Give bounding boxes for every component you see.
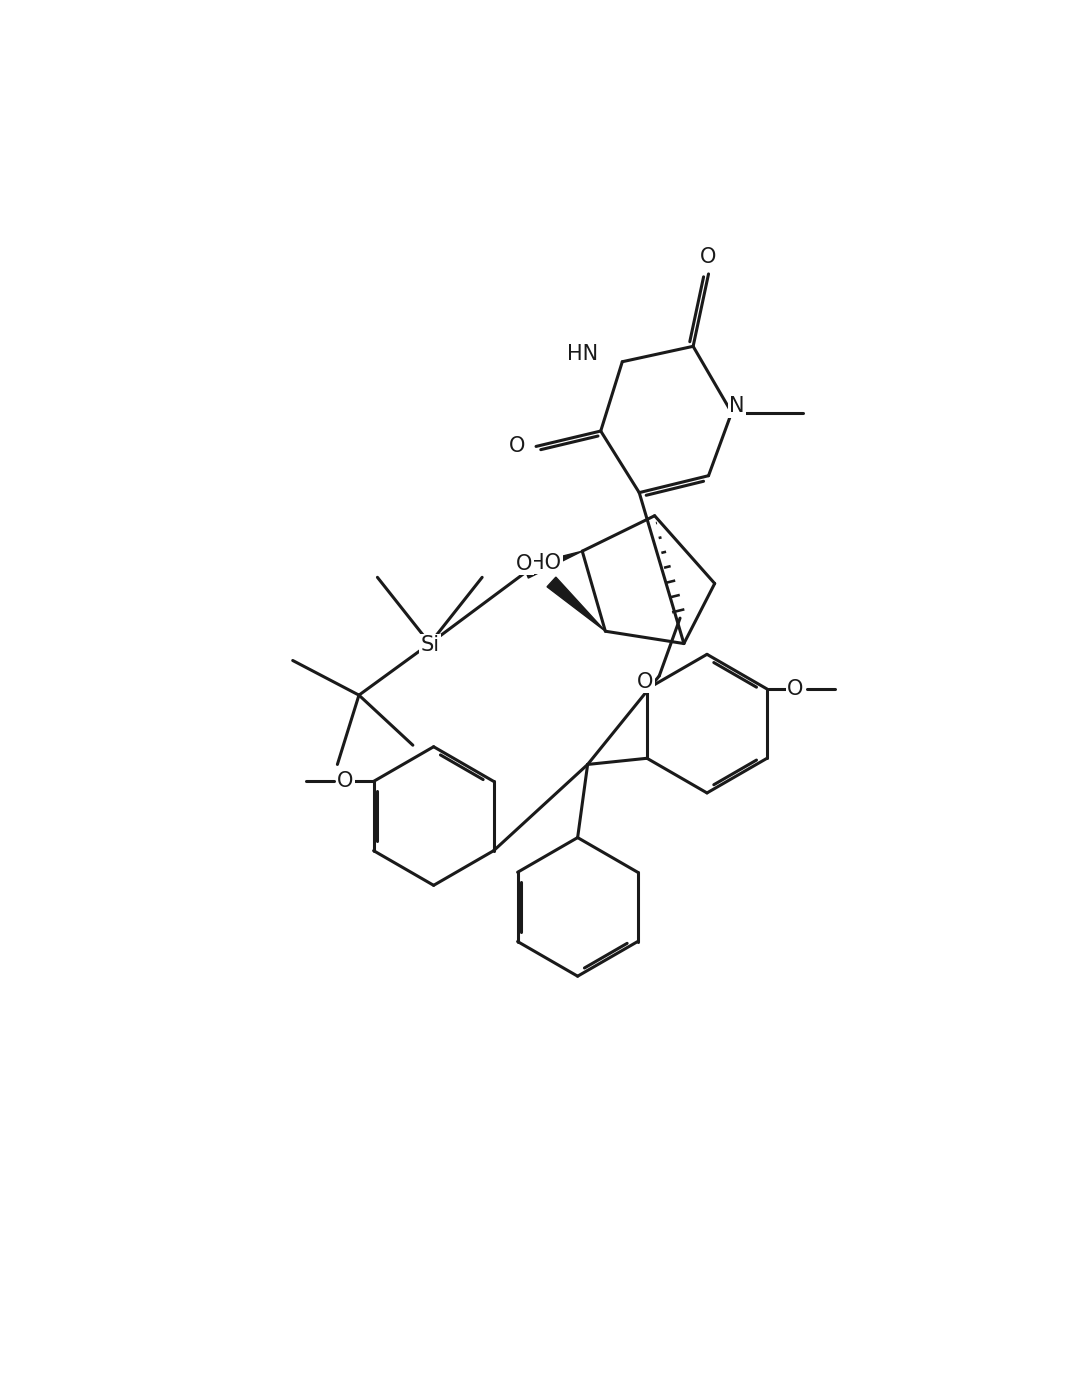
Text: N: N: [730, 396, 745, 416]
Polygon shape: [524, 551, 582, 579]
Text: O: O: [516, 554, 533, 574]
Text: O: O: [788, 679, 804, 700]
Text: HO: HO: [529, 552, 562, 573]
Text: O: O: [637, 672, 653, 693]
Text: Si: Si: [421, 636, 439, 655]
Polygon shape: [547, 577, 606, 632]
Text: O: O: [700, 248, 717, 267]
Text: HN: HN: [567, 344, 597, 364]
Text: O: O: [509, 437, 525, 456]
Text: O: O: [337, 772, 353, 791]
